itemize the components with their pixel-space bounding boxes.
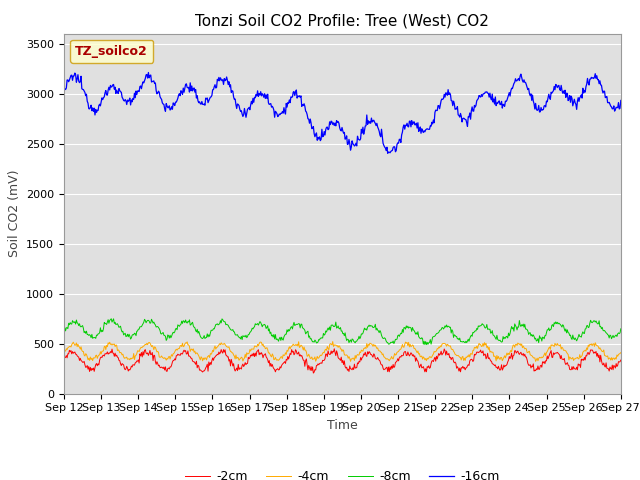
-4cm	[184, 342, 192, 348]
-4cm	[127, 356, 135, 362]
Line: -16cm: -16cm	[64, 72, 621, 153]
-4cm	[214, 344, 221, 350]
-16cm	[428, 120, 436, 125]
-16cm	[127, 97, 135, 103]
-16cm	[384, 150, 392, 156]
-8cm	[411, 329, 419, 335]
Line: -4cm: -4cm	[64, 342, 621, 361]
-16cm	[145, 70, 152, 75]
-8cm	[422, 342, 430, 348]
-8cm	[428, 338, 436, 344]
-2cm	[127, 363, 135, 369]
-4cm	[329, 339, 337, 345]
-16cm	[617, 97, 625, 103]
-8cm	[60, 330, 68, 336]
-2cm	[330, 346, 338, 352]
Legend: -2cm, -4cm, -8cm, -16cm: -2cm, -4cm, -8cm, -16cm	[180, 465, 505, 480]
-8cm	[128, 332, 136, 338]
-4cm	[412, 347, 419, 352]
-16cm	[214, 78, 222, 84]
Title: Tonzi Soil CO2 Profile: Tree (West) CO2: Tonzi Soil CO2 Profile: Tree (West) CO2	[195, 13, 490, 28]
X-axis label: Time: Time	[327, 419, 358, 432]
-2cm	[310, 370, 317, 376]
-8cm	[617, 326, 625, 332]
-16cm	[70, 73, 78, 79]
-8cm	[185, 319, 193, 325]
Line: -8cm: -8cm	[64, 319, 621, 345]
Line: -2cm: -2cm	[64, 349, 621, 373]
-8cm	[214, 322, 222, 328]
-4cm	[347, 359, 355, 364]
-2cm	[60, 356, 68, 362]
-4cm	[428, 354, 436, 360]
-2cm	[428, 358, 436, 364]
-16cm	[185, 84, 193, 90]
-4cm	[70, 341, 78, 347]
Y-axis label: Soil CO2 (mV): Soil CO2 (mV)	[8, 170, 20, 257]
-4cm	[60, 349, 68, 355]
-8cm	[70, 320, 78, 325]
-2cm	[617, 357, 625, 363]
-4cm	[617, 350, 625, 356]
-16cm	[60, 89, 68, 95]
-2cm	[412, 359, 419, 364]
-2cm	[70, 349, 78, 355]
-2cm	[184, 348, 192, 354]
-2cm	[214, 351, 221, 357]
-16cm	[412, 122, 419, 128]
-8cm	[108, 316, 115, 322]
